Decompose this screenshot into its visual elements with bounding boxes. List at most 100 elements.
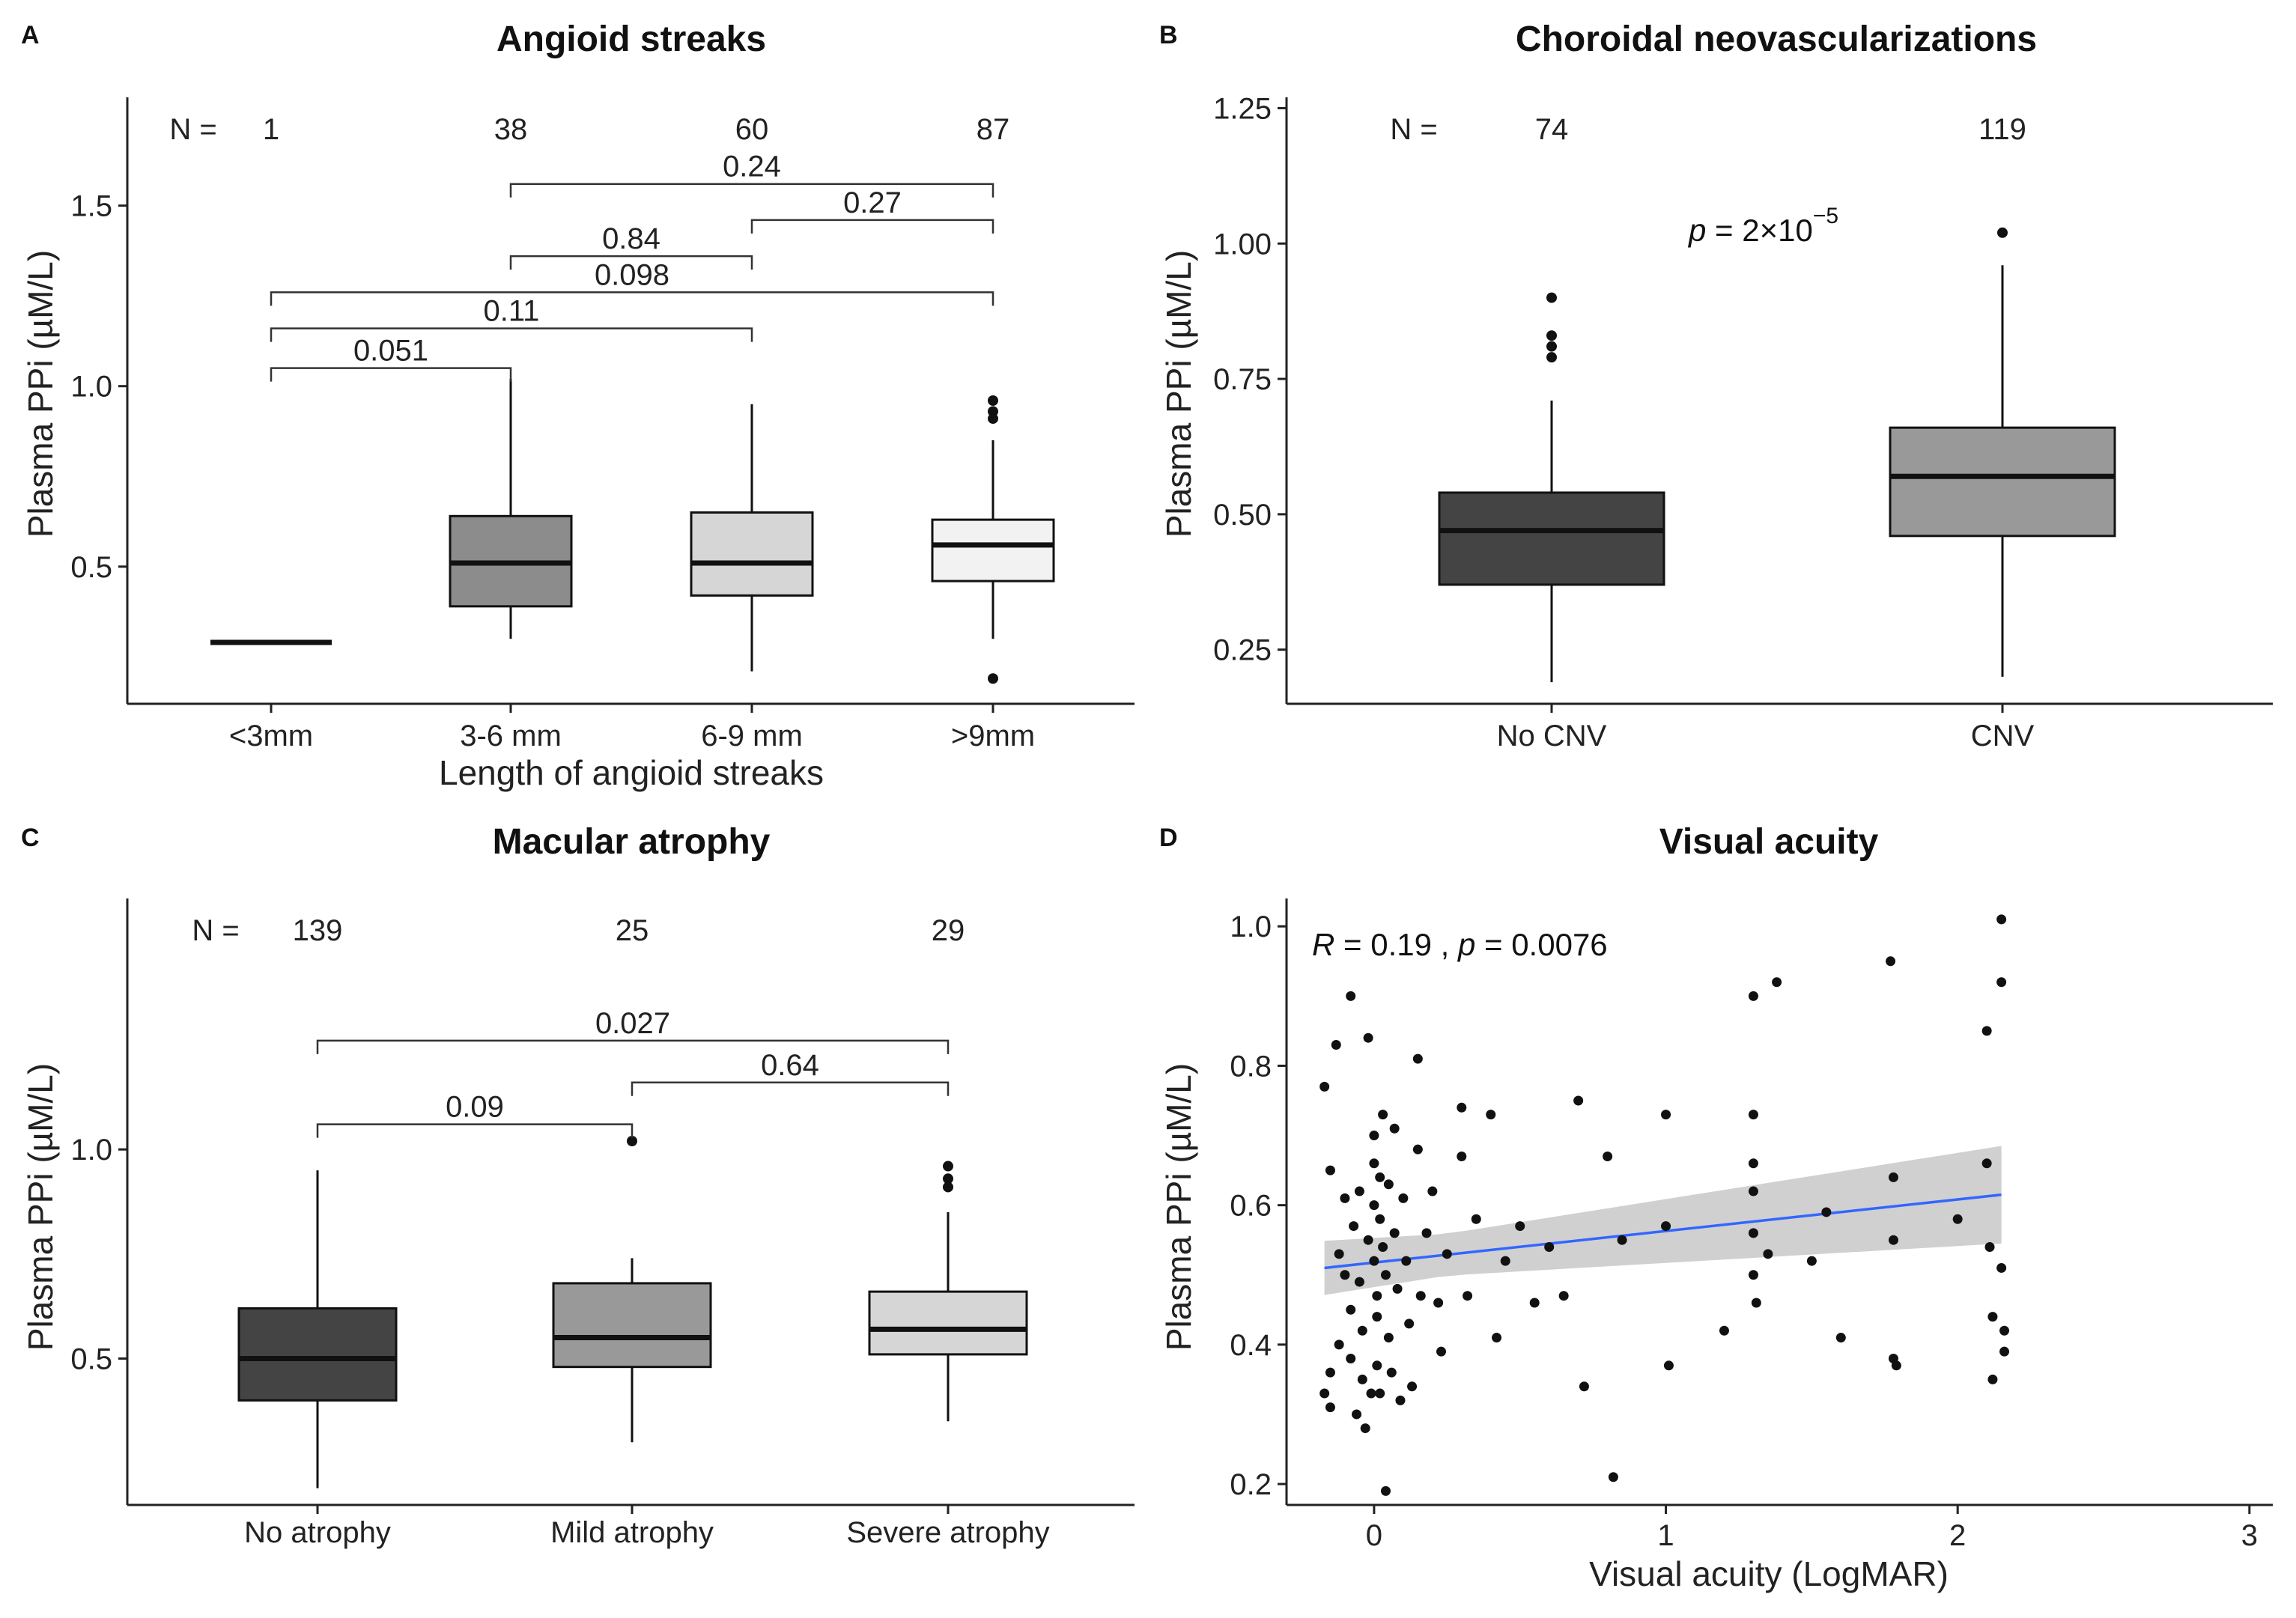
- panel-d-scatter-point: [1325, 1165, 1335, 1176]
- panel-d-scatter-point: [1471, 1214, 1481, 1224]
- panel-d-scatter-point: [1617, 1235, 1627, 1245]
- panel-a-n-count: 60: [735, 113, 769, 146]
- panel-c-outlier-point: [943, 1181, 953, 1193]
- panel-d-scatter-point: [1357, 1325, 1367, 1336]
- panel-a-title: Angioid streaks: [496, 19, 766, 59]
- panel-a-y-tick-label: 1.5: [70, 190, 112, 223]
- panel-c-comparison-p-value: 0.09: [446, 1091, 504, 1124]
- panel-a-box: [690, 511, 814, 597]
- panel-d-scatter-point: [1751, 1298, 1761, 1308]
- panel-d-scatter-point: [1835, 1333, 1846, 1343]
- panel-d-y-tick-label: 1.0: [1230, 910, 1272, 943]
- panel-d-scatter-point: [1340, 1270, 1350, 1280]
- panel-b-outlier-point: [1546, 341, 1557, 352]
- panel-d-scatter-point: [1404, 1319, 1415, 1329]
- panel-a-n-label: N =: [169, 113, 216, 146]
- panel-c-box: [552, 1282, 712, 1369]
- panel-a-comparison-bracket: [509, 183, 994, 198]
- panel-c-comparison-bracket: [631, 1081, 950, 1096]
- panel-c-n-count: 139: [293, 914, 343, 947]
- panel-d-scatter-point: [1349, 1221, 1359, 1232]
- panel-b-outlier-point: [1997, 227, 2008, 238]
- panel-d-scatter-point: [1395, 1395, 1406, 1405]
- panel-c-y-axis-label: Plasma PPi (µM/L): [21, 1063, 60, 1351]
- panel-b-outlier-point: [1546, 330, 1557, 341]
- panel-c-x-tick-label: Mild atrophy: [550, 1516, 714, 1549]
- panel-d-scatter-point: [1981, 1158, 1992, 1169]
- panel-d-scatter-point: [1821, 1207, 1832, 1217]
- panel-d-x-tick-label: 1: [1657, 1519, 1674, 1552]
- panel-d-scatter-point: [1363, 1235, 1373, 1245]
- panel-d-scatter-point: [1772, 977, 1782, 988]
- panel-d-scatter-point: [1346, 1353, 1356, 1363]
- panel-d-scatter-point: [1984, 1242, 1995, 1253]
- panel-d-scatter-point: [1748, 1158, 1758, 1169]
- panel-d-scatter-point: [1319, 1388, 1330, 1399]
- panel-b: B Choroidal neovascularizations 0.25 0.50…: [1159, 19, 2273, 752]
- panel-d-scatter-point: [1433, 1298, 1444, 1308]
- panel-a-x-axis-label: Length of angioid streaks: [439, 753, 824, 792]
- panel-letter-d: D: [1159, 824, 1178, 852]
- panel-d-regression-line: [1324, 1193, 2002, 1270]
- panel-c-comparison-p-value: 0.64: [761, 1049, 819, 1082]
- panel-c-outlier-point: [627, 1136, 637, 1146]
- panel-d-scatter-point: [1340, 1193, 1350, 1203]
- panel-d-scatter-point: [1354, 1186, 1364, 1196]
- panel-d-scatter-point: [1987, 1374, 1998, 1384]
- panel-d-scatter-point: [1334, 1249, 1344, 1259]
- panel-d-scatter-point: [1363, 1032, 1373, 1043]
- panel-a-n-count: 1: [263, 113, 279, 146]
- panel-a-plot: 0.5 1.0 1.5 <3mm 1 3-6 mm 38 6-9 mm 60 >9mm 87 0.05…: [70, 97, 1135, 752]
- panel-d-scatter-point: [1661, 1110, 1671, 1120]
- panel-d-y-tick-label: 0.6: [1230, 1190, 1272, 1223]
- panel-d-x-tick-label: 0: [1366, 1519, 1382, 1552]
- panel-d-scatter-point: [1515, 1221, 1525, 1232]
- panel-a-y-tick-label: 1.0: [70, 371, 112, 404]
- panel-a-y-tick-label: 0.5: [70, 551, 112, 584]
- panel-d-scatter-point: [1608, 1472, 1618, 1482]
- panel-b-y-tick-label: 1.25: [1213, 92, 1272, 125]
- panel-b-y-tick-label: 0.75: [1213, 363, 1272, 396]
- panel-d-scatter-point: [1999, 1325, 2010, 1336]
- panel-d-scatter-point: [1334, 1339, 1344, 1350]
- panel-letter-b: B: [1159, 21, 1178, 49]
- panel-c-title: Macular atrophy: [493, 822, 771, 862]
- panel-d-scatter-point: [1748, 1110, 1758, 1120]
- panel-d-r-text: = 0.19 ,: [1334, 927, 1458, 962]
- panel-a-comparison-bracket: [270, 367, 512, 382]
- panel-b-n-label: N =: [1390, 113, 1437, 146]
- panel-d-confidence-band: [1324, 1146, 2002, 1295]
- panel-d-scatter-point: [1663, 1360, 1674, 1371]
- panel-d-scatter-point: [1999, 1346, 2010, 1357]
- panel-d-scatter-point: [1325, 1402, 1335, 1413]
- panel-a-x-tick-label: 3-6 mm: [460, 720, 562, 752]
- panel-b-plot: 0.25 0.50 0.75 1.00 1.25 No CNV 74 CNV 119: [1213, 92, 2273, 752]
- panel-c-comparison-bracket: [316, 1039, 950, 1054]
- panel-b-n-count: 74: [1535, 113, 1569, 146]
- panel-d-plot: 0.2 0.4 0.6 0.8 1.0 0 1 2 3: [1230, 898, 2273, 1552]
- panel-d-scatter-point: [1952, 1214, 1963, 1224]
- panel-d-title: Visual acuity: [1659, 822, 1879, 862]
- panel-a-comparison-bracket: [270, 327, 753, 342]
- panel-a-x-tick-label: <3mm: [229, 720, 313, 752]
- panel-d-scatter-point: [1407, 1381, 1418, 1392]
- panel-d-scatter-point: [1603, 1151, 1613, 1161]
- panel-d-x-tick-label: 3: [2241, 1519, 2258, 1552]
- panel-a-n-count: 38: [494, 113, 528, 146]
- panel-d: D Visual acuity 0.2 0.4 0.6 0.8 1.0 0 1 2 3 Visu…: [1159, 822, 2273, 1593]
- panel-d-scatter-point: [1579, 1381, 1589, 1392]
- panel-c-outlier-point: [943, 1161, 953, 1172]
- panel-a-comparison-bracket: [750, 219, 994, 234]
- panel-a-comparison-p-value: 0.84: [602, 222, 660, 255]
- panel-d-scatter-point: [1331, 1040, 1341, 1050]
- panel-d-scatter-point: [1360, 1423, 1370, 1434]
- panel-c-plot: 0.5 1.0 No atrophy 139 Mild atrophy 25 Severe …: [70, 898, 1135, 1549]
- panel-d-scatter-point: [1352, 1409, 1362, 1420]
- panel-d-scatter-point: [1442, 1249, 1452, 1259]
- panel-c-n-count: 25: [616, 914, 649, 947]
- panel-c-comparison-bracket: [316, 1123, 634, 1138]
- panel-d-scatter-point: [1529, 1298, 1540, 1308]
- panel-d-scatter-point: [1457, 1151, 1467, 1161]
- panel-d-scatter-point: [1378, 1242, 1388, 1253]
- panel-d-scatter-point: [1383, 1333, 1394, 1343]
